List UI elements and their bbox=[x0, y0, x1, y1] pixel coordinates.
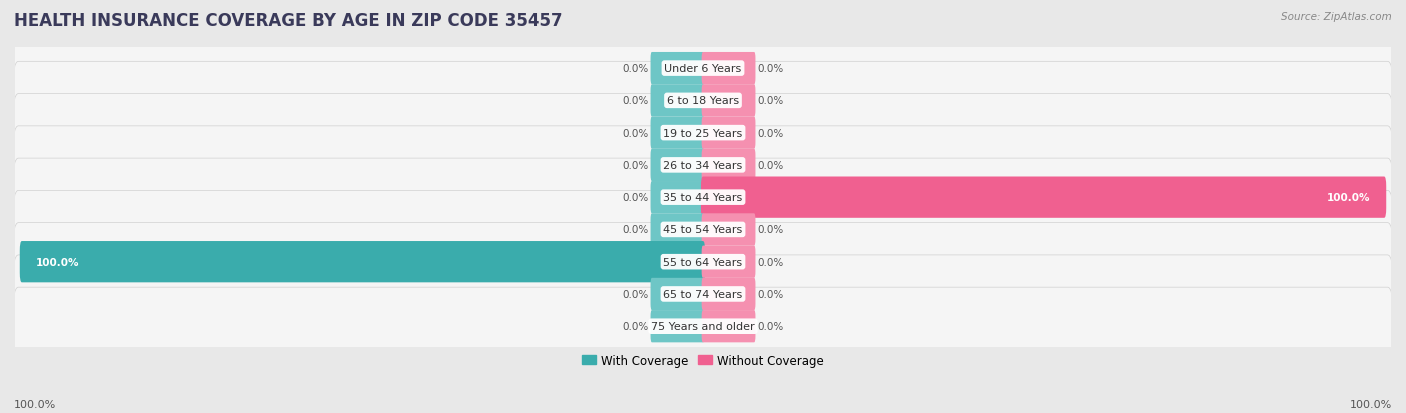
Text: 19 to 25 Years: 19 to 25 Years bbox=[664, 128, 742, 138]
FancyBboxPatch shape bbox=[702, 246, 755, 278]
FancyBboxPatch shape bbox=[702, 53, 755, 85]
FancyBboxPatch shape bbox=[702, 214, 755, 246]
Text: 0.0%: 0.0% bbox=[623, 289, 648, 299]
Text: 0.0%: 0.0% bbox=[623, 128, 648, 138]
Text: 100.0%: 100.0% bbox=[35, 257, 79, 267]
Text: 0.0%: 0.0% bbox=[623, 193, 648, 203]
FancyBboxPatch shape bbox=[13, 255, 1393, 333]
FancyBboxPatch shape bbox=[651, 53, 704, 85]
FancyBboxPatch shape bbox=[702, 278, 755, 310]
Text: 100.0%: 100.0% bbox=[1350, 399, 1392, 409]
FancyBboxPatch shape bbox=[651, 117, 704, 150]
FancyBboxPatch shape bbox=[13, 287, 1393, 366]
Text: 55 to 64 Years: 55 to 64 Years bbox=[664, 257, 742, 267]
Text: 0.0%: 0.0% bbox=[623, 225, 648, 235]
FancyBboxPatch shape bbox=[651, 278, 704, 310]
Legend: With Coverage, Without Coverage: With Coverage, Without Coverage bbox=[578, 349, 828, 371]
FancyBboxPatch shape bbox=[702, 85, 755, 117]
FancyBboxPatch shape bbox=[13, 94, 1393, 172]
Text: 0.0%: 0.0% bbox=[623, 96, 648, 106]
Text: 65 to 74 Years: 65 to 74 Years bbox=[664, 289, 742, 299]
FancyBboxPatch shape bbox=[13, 62, 1393, 140]
Text: Source: ZipAtlas.com: Source: ZipAtlas.com bbox=[1281, 12, 1392, 22]
FancyBboxPatch shape bbox=[651, 182, 704, 214]
FancyBboxPatch shape bbox=[651, 214, 704, 246]
Text: 0.0%: 0.0% bbox=[758, 64, 783, 74]
Text: 6 to 18 Years: 6 to 18 Years bbox=[666, 96, 740, 106]
FancyBboxPatch shape bbox=[651, 150, 704, 182]
FancyBboxPatch shape bbox=[13, 159, 1393, 237]
Text: HEALTH INSURANCE COVERAGE BY AGE IN ZIP CODE 35457: HEALTH INSURANCE COVERAGE BY AGE IN ZIP … bbox=[14, 12, 562, 30]
FancyBboxPatch shape bbox=[20, 242, 704, 282]
FancyBboxPatch shape bbox=[651, 85, 704, 117]
FancyBboxPatch shape bbox=[702, 310, 755, 342]
Text: 0.0%: 0.0% bbox=[758, 257, 783, 267]
Text: 0.0%: 0.0% bbox=[758, 161, 783, 171]
Text: 75 Years and older: 75 Years and older bbox=[651, 321, 755, 331]
Text: 35 to 44 Years: 35 to 44 Years bbox=[664, 193, 742, 203]
Text: Under 6 Years: Under 6 Years bbox=[665, 64, 741, 74]
Text: 26 to 34 Years: 26 to 34 Years bbox=[664, 161, 742, 171]
Text: 0.0%: 0.0% bbox=[623, 161, 648, 171]
FancyBboxPatch shape bbox=[13, 191, 1393, 269]
FancyBboxPatch shape bbox=[702, 177, 1386, 218]
FancyBboxPatch shape bbox=[702, 150, 755, 182]
FancyBboxPatch shape bbox=[13, 30, 1393, 108]
Text: 0.0%: 0.0% bbox=[758, 225, 783, 235]
FancyBboxPatch shape bbox=[651, 310, 704, 342]
Text: 0.0%: 0.0% bbox=[758, 128, 783, 138]
Text: 100.0%: 100.0% bbox=[1327, 193, 1371, 203]
Text: 0.0%: 0.0% bbox=[758, 96, 783, 106]
Text: 100.0%: 100.0% bbox=[14, 399, 56, 409]
Text: 0.0%: 0.0% bbox=[623, 64, 648, 74]
Text: 0.0%: 0.0% bbox=[758, 321, 783, 331]
FancyBboxPatch shape bbox=[13, 126, 1393, 204]
Text: 0.0%: 0.0% bbox=[758, 289, 783, 299]
Text: 0.0%: 0.0% bbox=[623, 321, 648, 331]
FancyBboxPatch shape bbox=[702, 117, 755, 150]
FancyBboxPatch shape bbox=[13, 223, 1393, 301]
Text: 45 to 54 Years: 45 to 54 Years bbox=[664, 225, 742, 235]
